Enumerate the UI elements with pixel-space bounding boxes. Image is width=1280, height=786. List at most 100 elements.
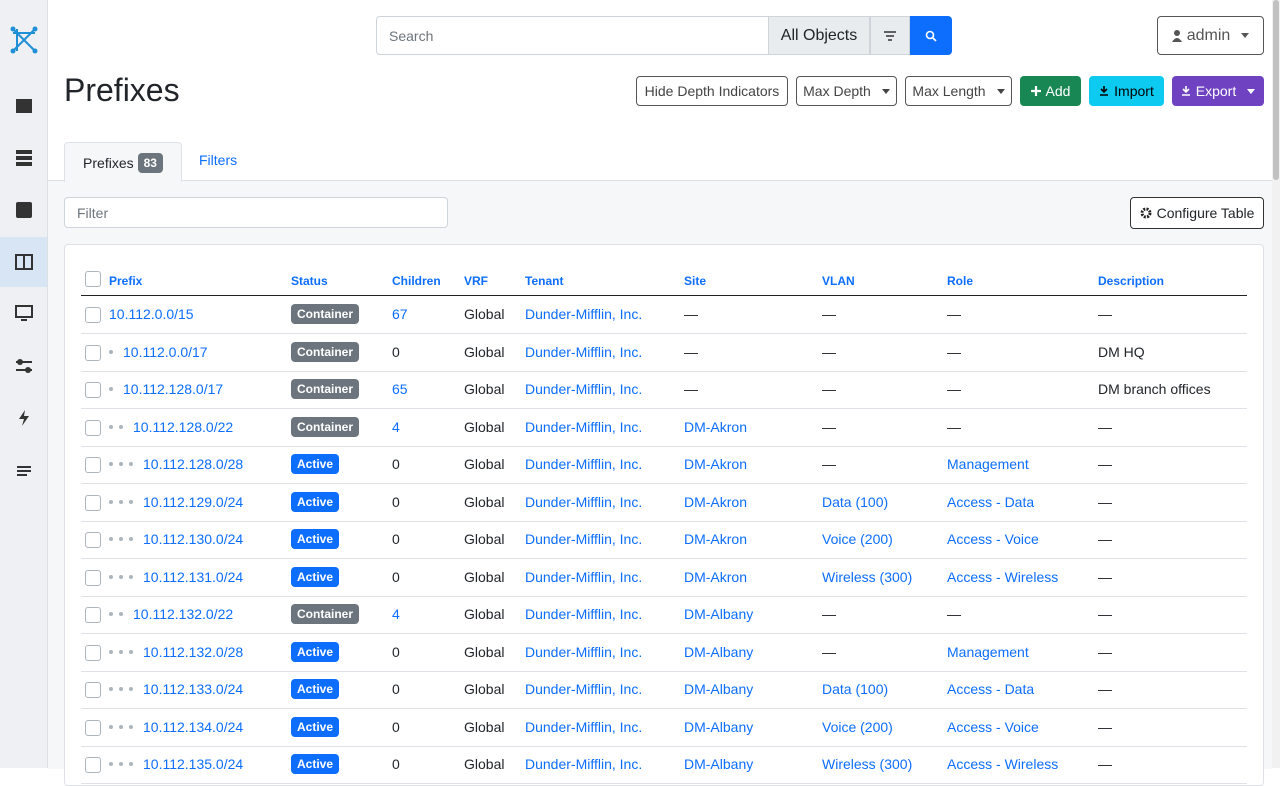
role-cell[interactable]: Access - Wireless [947,756,1059,772]
tenant-cell[interactable]: Dunder-Mifflin, Inc. [525,306,643,322]
search-input[interactable]: Search [376,16,770,55]
tenant-cell[interactable]: Dunder-Mifflin, Inc. [525,606,643,622]
tenant-cell[interactable]: Dunder-Mifflin, Inc. [525,381,643,397]
prefix-cell[interactable]: 10.112.131.0/24 [143,568,244,585]
tenant-cell[interactable]: Dunder-Mifflin, Inc. [525,643,643,660]
circuits-icon[interactable] [14,356,34,376]
prefix-cell[interactable]: 10.112.128.0/22 [133,418,234,435]
prefix-cell[interactable]: 10.112.132.0/22 [133,606,234,622]
row-select[interactable] [85,307,101,323]
site-cell[interactable]: DM-Akron [684,568,748,585]
devices-icon[interactable] [14,148,34,168]
column-header[interactable]: VRF [464,274,488,288]
export-button[interactable]: Export [1172,76,1264,106]
row-select[interactable] [85,419,101,436]
depth-toggle[interactable]: Hide Depth Indicators [636,76,788,106]
max-depth[interactable]: Max Depth [796,76,897,106]
children-cell[interactable]: 67 [392,306,408,322]
column-header[interactable]: VLAN [822,274,855,288]
filter-button[interactable] [870,16,910,55]
tenant-cell[interactable]: Dunder-Mifflin, Inc. [525,681,643,697]
role-cell[interactable]: Access - Data [947,681,1035,697]
scroll-thumb[interactable] [1273,0,1279,180]
site-cell[interactable]: DM-Akron [684,531,748,547]
row-select[interactable] [85,682,101,698]
column-header[interactable]: Children [392,274,441,288]
column-header[interactable]: Description [1098,274,1165,288]
tenant-cell[interactable]: Dunder-Mifflin, Inc. [525,456,643,472]
column-header[interactable]: Status [291,274,328,288]
site-cell[interactable]: DM-Akron [684,456,748,472]
prefix-cell[interactable]: 10.112.130.0/24 [143,531,244,547]
tenant-cell[interactable]: Dunder-Mifflin, Inc. [525,343,643,360]
row-select[interactable] [85,644,101,661]
row-select[interactable] [85,569,101,586]
virtualization-icon[interactable] [14,303,34,323]
organization-icon[interactable] [14,95,34,115]
prefix-cell[interactable]: 10.112.0.0/15 [109,306,194,322]
vlan-cell[interactable]: Data (100) [822,493,889,510]
power-icon[interactable] [14,408,34,428]
children-cell[interactable]: 4 [392,418,400,435]
scope-select[interactable]: All Objects [768,16,870,55]
tenant-cell[interactable]: Dunder-Mifflin, Inc. [525,493,643,510]
tenant-cell[interactable]: Dunder-Mifflin, Inc. [525,756,643,772]
vlan-cell[interactable]: Voice (200) [822,531,893,547]
logo[interactable] [9,25,39,55]
tenant-cell[interactable]: Dunder-Mifflin, Inc. [525,718,643,735]
prefix-cell[interactable]: 10.112.128.0/17 [123,381,224,397]
ipam-icon[interactable] [14,252,34,272]
site-cell[interactable]: DM-Albany [684,643,754,660]
row-select[interactable] [85,494,101,511]
prefix-cell[interactable]: 10.112.133.0/24 [143,681,244,697]
import-button[interactable]: Import [1089,76,1164,106]
tab-prefixes[interactable]: Prefixes 83 [64,142,182,182]
vlan-cell[interactable]: Data (100) [822,681,889,697]
filter-input[interactable]: Filter [64,197,448,228]
prefix-cell[interactable]: 10.112.0.0/17 [123,343,208,360]
role-cell[interactable]: Access - Wireless [947,568,1059,585]
column-header[interactable]: Role [947,274,974,288]
column-header[interactable]: Prefix [109,274,143,288]
row-select[interactable] [85,607,101,623]
prefix-cell[interactable]: 10.112.134.0/24 [143,718,244,735]
site-cell[interactable]: DM-Akron [684,418,748,435]
add-button[interactable]: Add [1020,76,1081,106]
row-select[interactable] [85,719,101,736]
tenant-cell[interactable]: Dunder-Mifflin, Inc. [525,531,643,547]
role-cell[interactable]: Access - Voice [947,718,1039,735]
connections-icon[interactable] [14,200,34,220]
site-cell[interactable]: DM-Albany [684,756,754,772]
row-select[interactable] [85,382,101,398]
select-all[interactable] [85,271,101,287]
tenant-cell[interactable]: Dunder-Mifflin, Inc. [525,418,643,435]
search-button[interactable] [910,16,952,55]
row-select[interactable] [85,457,101,473]
column-header[interactable]: Site [684,274,707,288]
site-cell[interactable]: DM-Albany [684,606,754,622]
row-select[interactable] [85,532,101,548]
tab-filters[interactable]: Filters [199,152,238,168]
user-menu[interactable]: admin [1157,16,1264,55]
children-cell[interactable]: 65 [392,381,408,397]
prefix-cell[interactable]: 10.112.128.0/28 [143,456,244,472]
row-select[interactable] [85,344,101,361]
children-cell[interactable]: 4 [392,606,400,622]
role-cell[interactable]: Management [947,643,1029,660]
vlan-cell[interactable]: Wireless (300) [822,756,913,772]
column-header[interactable]: Tenant [525,274,564,288]
configure-table[interactable]: Configure Table [1130,197,1264,229]
role-cell[interactable]: Management [947,456,1029,472]
max-length[interactable]: Max Length [905,76,1012,106]
role-cell[interactable]: Access - Data [947,493,1035,510]
prefix-cell[interactable]: 10.112.135.0/24 [143,756,244,772]
other-icon[interactable] [14,460,34,480]
site-cell[interactable]: DM-Akron [684,493,748,510]
vlan-cell[interactable]: Voice (200) [822,718,893,735]
prefix-cell[interactable]: 10.112.129.0/24 [143,493,244,510]
site-cell[interactable]: DM-Albany [684,718,754,735]
role-cell[interactable]: Access - Voice [947,531,1039,547]
row-select[interactable] [85,757,101,773]
prefix-cell[interactable]: 10.112.132.0/28 [143,643,244,660]
vlan-cell[interactable]: Wireless (300) [822,568,913,585]
